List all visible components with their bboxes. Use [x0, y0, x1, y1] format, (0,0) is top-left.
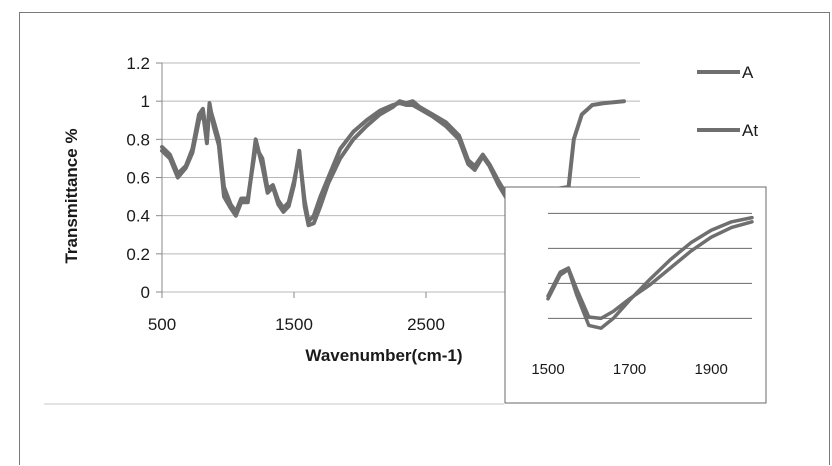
inset-x-tick-label: 1500 [531, 361, 564, 378]
legend-label-at: At [742, 121, 758, 140]
main-gridlines [156, 62, 640, 298]
inset-gridlines [548, 212, 752, 319]
inset-series-line [546, 215, 754, 330]
main-series-lines [160, 99, 626, 228]
main-y-tick-label: 0 [141, 283, 150, 302]
legend-label-a: A [742, 63, 754, 82]
main-y-tick-label: 1 [141, 92, 150, 111]
inset-x-tick-label: 1900 [695, 361, 728, 378]
x-axis-title: Wavenumber(cm-1) [305, 346, 462, 365]
main-y-tick-label: 1.2 [126, 54, 150, 73]
series-line-at [160, 99, 626, 228]
inset-chart: 1500 1700 1900 [504, 186, 767, 404]
main-y-tick-labels: 0 0.2 0.4 0.6 0.8 1 1.2 [126, 54, 150, 302]
inset-x-tick-label: 1700 [613, 361, 646, 378]
main-y-tick-label: 0.4 [126, 207, 150, 226]
main-x-tick-labels: 500 1500 2500 [148, 315, 445, 334]
main-x-tick-label: 2500 [407, 315, 445, 334]
main-y-tick-label: 0.8 [126, 130, 150, 149]
main-x-tick-label: 1500 [275, 315, 313, 334]
legend: A At [697, 63, 758, 140]
inset-series-lines [546, 215, 754, 330]
y-axis-title: Transmittance % [62, 128, 81, 263]
main-y-tick-label: 0.2 [126, 245, 150, 264]
figure-frame [19, 12, 830, 465]
inset-x-tick-labels: 1500 1700 1900 [531, 361, 728, 378]
main-y-tick-label: 0.6 [126, 169, 150, 188]
main-x-tick-label: 500 [148, 315, 176, 334]
